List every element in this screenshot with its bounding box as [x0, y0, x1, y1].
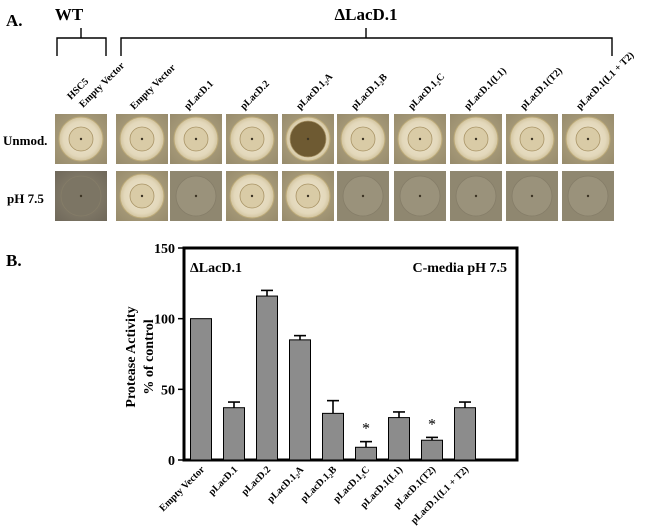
x-tick-label: pLacD.1(L1 + T2) [409, 464, 471, 526]
plate-tile [394, 171, 446, 221]
chart-inset-right: C-media pH 7.5 [413, 261, 508, 276]
row-label-unmod: Unmod. [3, 133, 47, 148]
bar [256, 295, 278, 461]
bar [454, 407, 476, 461]
mutant-label: ΔLacD.1 [334, 5, 397, 24]
strain-label-9: pLacD.1(L1 + T2) [574, 50, 636, 112]
significance-marker: * [362, 421, 370, 438]
strain-label-4: pLacD.1₂A [294, 71, 335, 112]
plate-tile [337, 114, 389, 164]
x-tick-label: pLacD.1 [207, 464, 241, 498]
strain-label-7: pLacD.1(L1) [462, 66, 508, 112]
y-tick-label: 150 [154, 242, 175, 257]
significance-marker: * [428, 416, 436, 433]
y-tick-label: 100 [154, 313, 175, 328]
strain-label-8: pLacD.1(T2) [518, 66, 564, 112]
plate-tile [337, 171, 389, 221]
panel-a-label: A. [6, 11, 23, 30]
x-tick-label: pLacD.2 [240, 464, 274, 498]
bar [355, 446, 377, 461]
plate-tile [170, 114, 222, 164]
plate-tile [116, 171, 168, 221]
plate-grid [55, 114, 614, 221]
plate-tile [226, 114, 278, 164]
plate-tile [450, 114, 502, 164]
bar [322, 412, 344, 461]
y-axis-ticks: 0 50 100 150 [154, 242, 184, 469]
panel-b-label: B. [6, 251, 22, 270]
mutant-bracket [120, 28, 613, 56]
bar [388, 417, 410, 461]
plate-tile [450, 171, 502, 221]
bar [289, 339, 311, 461]
plate-tile [226, 171, 278, 221]
y-tick-label: 50 [161, 383, 175, 398]
chart-inset-left: ΔLacD.1 [190, 261, 242, 276]
plate-tile [506, 171, 558, 221]
plate-tile [282, 114, 334, 164]
chart-frame [182, 246, 519, 462]
strain-label-6: pLacD.1₂C [406, 71, 447, 112]
wt-label: WT [55, 5, 84, 24]
y-tick-label: 0 [168, 454, 175, 469]
plate-tile [282, 171, 334, 221]
bar-series: * * [190, 289, 476, 461]
bar [421, 439, 443, 461]
y-axis-label-2: % of control [142, 319, 157, 394]
row-label-ph: pH 7.5 [7, 191, 44, 206]
plate-tile [55, 171, 107, 221]
plate-tile [506, 114, 558, 164]
x-axis-labels: Empty Vector pLacD.1 pLacD.2pLacD.1₂ApLacD… [158, 464, 472, 527]
strain-label-1: Empty Vector [128, 62, 178, 112]
strain-label-5: pLacD.1₂B [349, 72, 390, 113]
y-axis-label-1: Protease Activity [124, 306, 139, 407]
strain-label-3: pLacD.2 [238, 79, 272, 113]
protease-chart: ΔLacD.1 C-media pH 7.5 Protease Activity… [124, 242, 519, 527]
plate-tile [55, 114, 107, 164]
wt-bracket [56, 28, 107, 56]
plate-tile [170, 171, 222, 221]
plate-tile [562, 171, 614, 221]
plate-tile [394, 114, 446, 164]
plate-tile [116, 114, 168, 164]
x-tick-label: Empty Vector [158, 464, 208, 514]
bar [190, 318, 212, 461]
strain-label-2: pLacD.1 [182, 79, 216, 113]
plate-tile [562, 114, 614, 164]
bar [223, 407, 245, 461]
